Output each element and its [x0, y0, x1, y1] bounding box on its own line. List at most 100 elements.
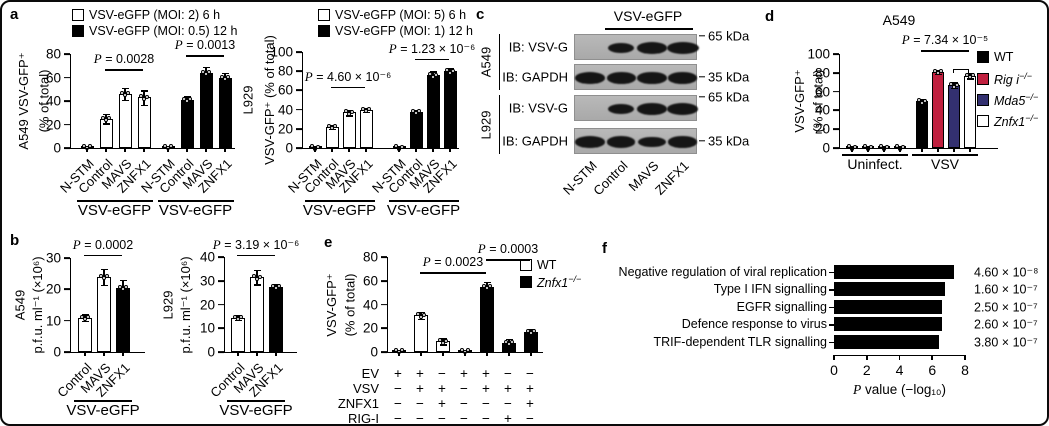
pvalue-text: P = 7.34 × 10⁻⁵ [901, 32, 989, 48]
legend-label: VSV-eGFP (MOI: 1) 12 h [335, 24, 474, 38]
pvalue-text: P = 0.0003 [477, 241, 539, 257]
sign-cell: + [526, 396, 534, 411]
error-bar-cap [429, 71, 437, 73]
data-point [330, 126, 335, 131]
p-italic: P [852, 382, 862, 397]
data-point [885, 144, 889, 149]
data-point [419, 314, 424, 319]
y-axis-tick [833, 71, 839, 74]
pvalue-text: P = 4.60 × 10⁻⁶ [304, 68, 392, 84]
legend-item: VSV-eGFP (MOI: 0.5) 12 h [72, 24, 237, 38]
pvalue-bracket-line [486, 259, 530, 261]
y-axis-tick [64, 257, 70, 259]
y-axis-tick [218, 279, 224, 282]
data-point [200, 69, 205, 74]
sign-cell: − [460, 396, 468, 411]
panel-label-b: b [10, 232, 20, 249]
legend-swatch [977, 94, 989, 107]
bar [834, 282, 946, 297]
group-label: VSV-eGFP [77, 202, 152, 219]
sign-cell: + [482, 366, 490, 381]
bar [480, 286, 494, 352]
data-point [441, 340, 446, 345]
pvalue-bracket-line [415, 58, 449, 61]
y-axis-tick [64, 351, 70, 353]
plot-area [224, 257, 297, 356]
group-label: VSV-eGFP [66, 402, 140, 419]
error-bar-cap [81, 314, 89, 316]
sign-row-label: VSV [352, 381, 379, 396]
x-axis-tick [953, 148, 955, 152]
data-point [277, 284, 281, 289]
y-axis-tick [833, 90, 839, 93]
y-axis-tick [381, 303, 387, 306]
protein-band [667, 103, 698, 115]
protein-band [606, 72, 636, 84]
error-bar-cap [202, 78, 210, 81]
plot-area [834, 260, 965, 356]
y-axis-tick [296, 147, 302, 149]
data-point [451, 68, 455, 73]
plot-area [70, 54, 235, 152]
bar [932, 71, 944, 148]
bar [269, 286, 283, 352]
legend-genotype-sup: −/− [1025, 92, 1039, 102]
bar [834, 265, 955, 279]
legend-label: VSV-eGFP (MOI: 5) 6 h [335, 8, 467, 22]
pvalue-bracket-line [331, 86, 365, 88]
bar [342, 112, 356, 148]
y-axis-label: L929 [160, 290, 176, 319]
error-bar-cap [202, 66, 210, 69]
y-axis-label: p.f.u. ml⁻¹ (×10⁶) [30, 256, 45, 354]
pvalue-bracket-line [105, 69, 143, 71]
error-bar-cap [328, 124, 336, 127]
data-point [223, 77, 228, 81]
data-point [258, 274, 262, 279]
legend-swatch [72, 25, 84, 37]
bar [834, 299, 943, 314]
lane-label: ZNFX1 [652, 158, 693, 198]
y-tick-label: 20 [199, 297, 215, 312]
x-axis-tick [237, 352, 239, 356]
legend-label: WT [994, 50, 1014, 64]
data-point [316, 144, 320, 149]
legend-item: Znfx1−/− [977, 113, 1038, 129]
legend-swatch [520, 275, 532, 288]
error-bar-cap [121, 99, 129, 102]
data-point [400, 348, 404, 353]
y-axis-tick [64, 288, 70, 291]
x-axis-tick [883, 148, 885, 152]
error-bar-cap [102, 113, 110, 116]
data-point [105, 274, 109, 279]
error-bar-cap [102, 123, 110, 125]
error-bar-cap [119, 279, 127, 282]
y-axis-tick [64, 53, 70, 55]
y-axis-tick [218, 303, 224, 306]
y-axis-tick [218, 256, 224, 258]
y-axis-tick [381, 351, 387, 353]
data-point [466, 348, 470, 353]
bar [359, 109, 373, 148]
pvalue-label: 2.50 × 10⁻⁷ [974, 300, 1038, 315]
pvalue-text: P = 0.0013 [174, 37, 236, 53]
error-bar-cap [950, 87, 958, 90]
pvalue-bracket-tick [967, 69, 969, 74]
error-bar-cap [417, 318, 425, 321]
x-axis-tick [348, 148, 350, 152]
data-point [393, 347, 398, 352]
bar [250, 277, 264, 352]
data-point [923, 98, 927, 103]
data-point [948, 82, 953, 87]
error-bar-cap [140, 104, 148, 106]
data-point [971, 73, 975, 78]
category-label: EGFR signalling [736, 299, 827, 314]
y-tick-label: 20 [277, 121, 293, 137]
legend-genotype-sup: −/− [568, 273, 582, 284]
category-label: TRIF-dependent TLR signalling [653, 334, 827, 349]
group-underline [227, 400, 285, 402]
data-point [894, 144, 899, 149]
sign-cell: + [438, 381, 446, 396]
category-label: Type I IFN signalling [713, 282, 827, 297]
panel-label-d: d [765, 8, 775, 25]
sign-cell: + [482, 381, 490, 396]
